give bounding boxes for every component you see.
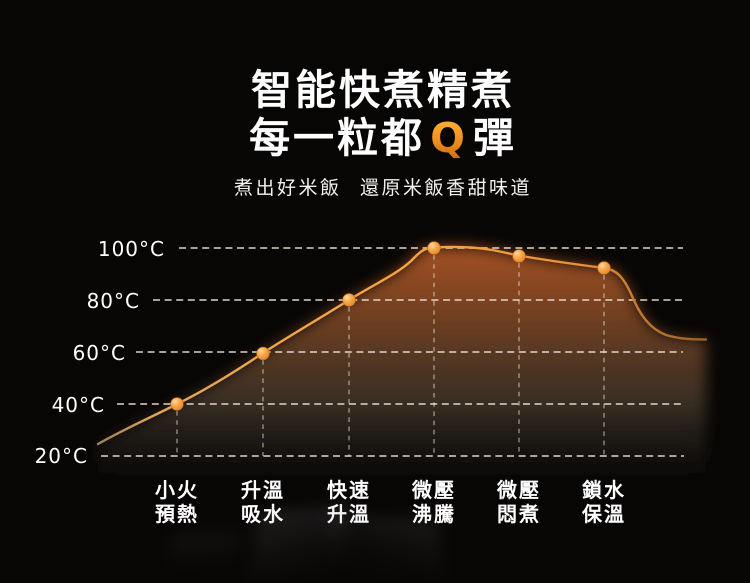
data-point-boil	[427, 241, 441, 255]
q-highlight: Q	[430, 114, 468, 162]
stage-label-3-line2: 升溫	[327, 502, 371, 526]
header: 智能快煮精煮 每一粒都 Q 彈 煮出好米飯 還原米飯香甜味道	[8, 66, 750, 200]
title-line2-prefix: 每一粒都	[249, 114, 426, 162]
stage-label-1-line1: 小火	[155, 478, 199, 502]
data-point-keepwarm	[597, 261, 611, 275]
y-tick-80c: 80°C	[87, 289, 140, 313]
stage-label-4-line2: 沸騰	[412, 502, 456, 526]
y-tick-60c: 60°C	[73, 341, 126, 365]
stage-label-2-line1: 升溫	[241, 478, 285, 502]
stage-label-6-line2: 保溫	[581, 502, 626, 526]
stage-label-3-line1: 快速	[327, 478, 371, 502]
data-point-fastheat	[342, 293, 356, 307]
poster-background: 智能快煮精煮 每一粒都 Q 彈 煮出好米飯 還原米飯香甜味道	[8, 66, 750, 583]
stage-label-2-line2: 吸水	[241, 502, 285, 526]
y-tick-20c: 20°C	[35, 444, 88, 468]
page-title-line1: 智能快煮精煮	[251, 66, 515, 114]
stage-label-4-line1: 微壓	[411, 478, 456, 502]
data-point-simmer	[512, 249, 526, 263]
page-subtitle: 煮出好米飯 還原米飯香甜味道	[233, 177, 533, 199]
page-title-line2: 每一粒都 Q 彈	[8, 114, 750, 162]
data-point-preheat	[170, 397, 184, 411]
stage-label-5-line2: 悶煮	[497, 502, 541, 526]
stage-label-1-line2: 預熱	[155, 502, 199, 526]
stage-label-6-line1: 鎖水	[582, 478, 626, 502]
title-line2-suffix: 彈	[472, 114, 517, 162]
temperature-chart: 100°C 80°C 60°C 40°C 20°C 小火 預熱 升溫 吸水 快速…	[35, 237, 708, 526]
data-point-absorb	[256, 346, 270, 361]
y-tick-100c: 100°C	[98, 237, 165, 261]
curve-glow-area	[98, 246, 706, 478]
stage-label-5-line1: 微壓	[496, 478, 541, 502]
y-tick-40c: 40°C	[52, 393, 105, 417]
